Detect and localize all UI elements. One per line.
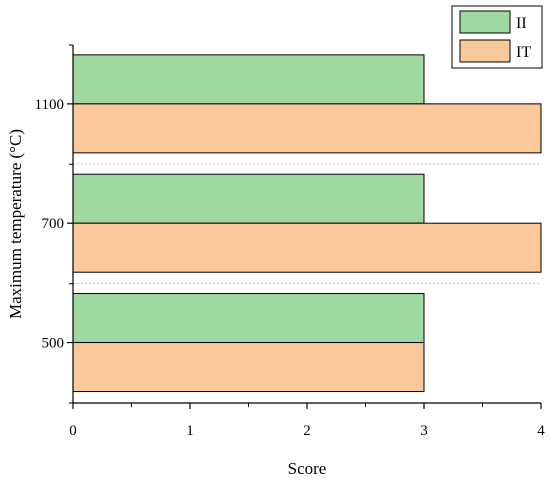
bar-ii-1100	[72, 54, 425, 105]
x-tick-label: 0	[69, 423, 77, 439]
category-separators	[73, 163, 541, 284]
bar-it-500	[72, 342, 425, 393]
bar-it-1100	[72, 103, 542, 154]
bar-ii-500	[72, 293, 425, 344]
legend-swatch-ii	[459, 10, 511, 34]
y-tick-label: 1100	[35, 97, 64, 113]
x-tick-label: 2	[303, 423, 311, 439]
bar-it-700	[72, 222, 542, 273]
legend-label-ii: II	[516, 15, 527, 32]
y-ticks-group: 500 700 1100	[35, 44, 73, 404]
legend-label-it: IT	[516, 44, 531, 61]
legend: II IT	[451, 5, 543, 69]
x-tick-label: 4	[537, 423, 545, 439]
x-ticks-group: 0 1 2 3 4	[69, 403, 545, 439]
x-tick-label: 1	[186, 423, 194, 439]
y-axis-title: Maximum temperature (°C)	[6, 129, 25, 319]
x-tick-label: 3	[420, 423, 428, 439]
bar-ii-700	[72, 173, 425, 224]
bars-group	[72, 54, 542, 393]
y-tick-label: 700	[42, 216, 65, 232]
x-axis-title: Score	[288, 459, 327, 478]
legend-swatch-it	[459, 39, 511, 63]
y-tick-label: 500	[42, 336, 65, 352]
